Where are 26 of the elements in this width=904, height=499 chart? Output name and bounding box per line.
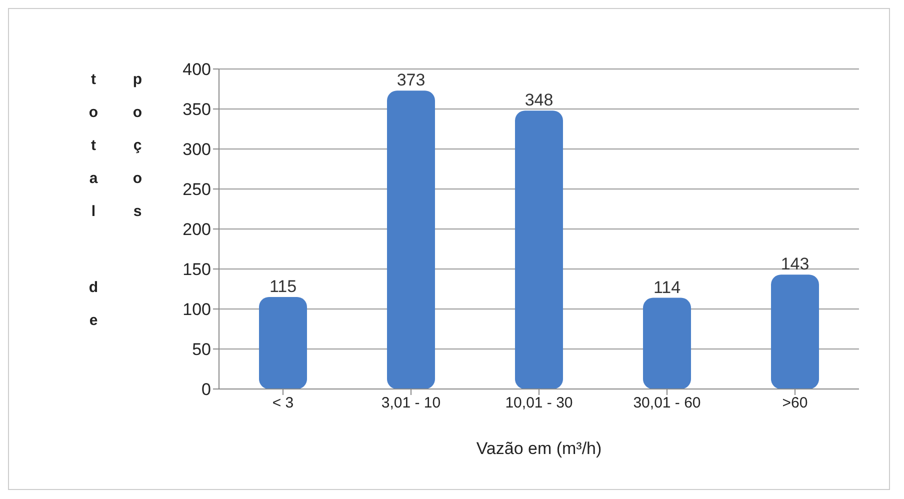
y-tick-label: 250 (182, 180, 211, 200)
text: total de poços (85, 71, 146, 345)
y-tick-label: 400 (182, 60, 211, 80)
y-tick-label: 0 (202, 380, 211, 400)
x-tick-label: 30,01 - 60 (633, 394, 701, 412)
data-label: 143 (780, 254, 810, 274)
data-label: 115 (269, 277, 297, 296)
data-label: 114 (653, 278, 681, 297)
bar (259, 297, 307, 389)
x-tick-label: < 3 (272, 394, 294, 412)
y-tick-label: 100 (182, 300, 211, 320)
y-tick-label: 150 (182, 260, 211, 280)
bar (387, 90, 435, 389)
bar (643, 298, 691, 389)
data-label: 373 (396, 70, 426, 90)
x-axis-title: Vazão em (m³/h) (476, 439, 602, 458)
y-tick-label: 350 (182, 100, 211, 120)
x-tick-label: 10,01 - 30 (505, 394, 573, 412)
x-tick-label: 3,01 - 10 (381, 394, 441, 412)
y-tick-label: 50 (192, 340, 211, 360)
bar (771, 274, 819, 389)
y-tick-label: 200 (182, 220, 211, 240)
y-tick-label: 300 (182, 140, 211, 160)
data-label: 348 (524, 90, 554, 110)
bar (515, 110, 563, 389)
x-tick-label: >60 (782, 394, 808, 412)
